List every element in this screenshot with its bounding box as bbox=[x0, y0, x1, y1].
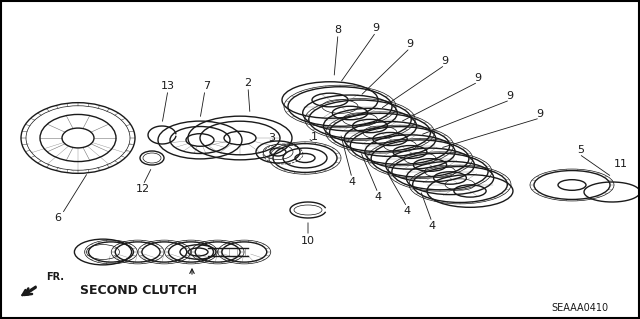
Text: 9: 9 bbox=[406, 39, 413, 49]
Text: 10: 10 bbox=[301, 236, 315, 246]
Text: 7: 7 bbox=[204, 81, 211, 91]
FancyBboxPatch shape bbox=[96, 223, 260, 282]
Text: 13: 13 bbox=[161, 81, 175, 91]
Text: FR.: FR. bbox=[46, 272, 64, 282]
Text: 5: 5 bbox=[577, 145, 584, 155]
Text: 9: 9 bbox=[506, 91, 513, 101]
Text: 8: 8 bbox=[335, 25, 342, 35]
Text: 4: 4 bbox=[428, 221, 436, 231]
Text: 4: 4 bbox=[403, 206, 411, 216]
Text: SEAAA0410: SEAAA0410 bbox=[552, 303, 609, 313]
Text: 4: 4 bbox=[374, 192, 381, 202]
Text: SECOND CLUTCH: SECOND CLUTCH bbox=[80, 285, 197, 298]
Text: 9: 9 bbox=[442, 56, 449, 66]
Text: 9: 9 bbox=[372, 23, 380, 33]
Text: 9: 9 bbox=[536, 109, 543, 119]
Text: 2: 2 bbox=[244, 78, 252, 88]
Text: 11: 11 bbox=[614, 159, 628, 169]
Text: 6: 6 bbox=[54, 213, 61, 223]
Text: 4: 4 bbox=[348, 177, 356, 187]
Text: 3: 3 bbox=[269, 133, 275, 143]
Text: 9: 9 bbox=[474, 73, 481, 83]
Text: 12: 12 bbox=[136, 184, 150, 194]
Text: 1: 1 bbox=[310, 132, 317, 142]
